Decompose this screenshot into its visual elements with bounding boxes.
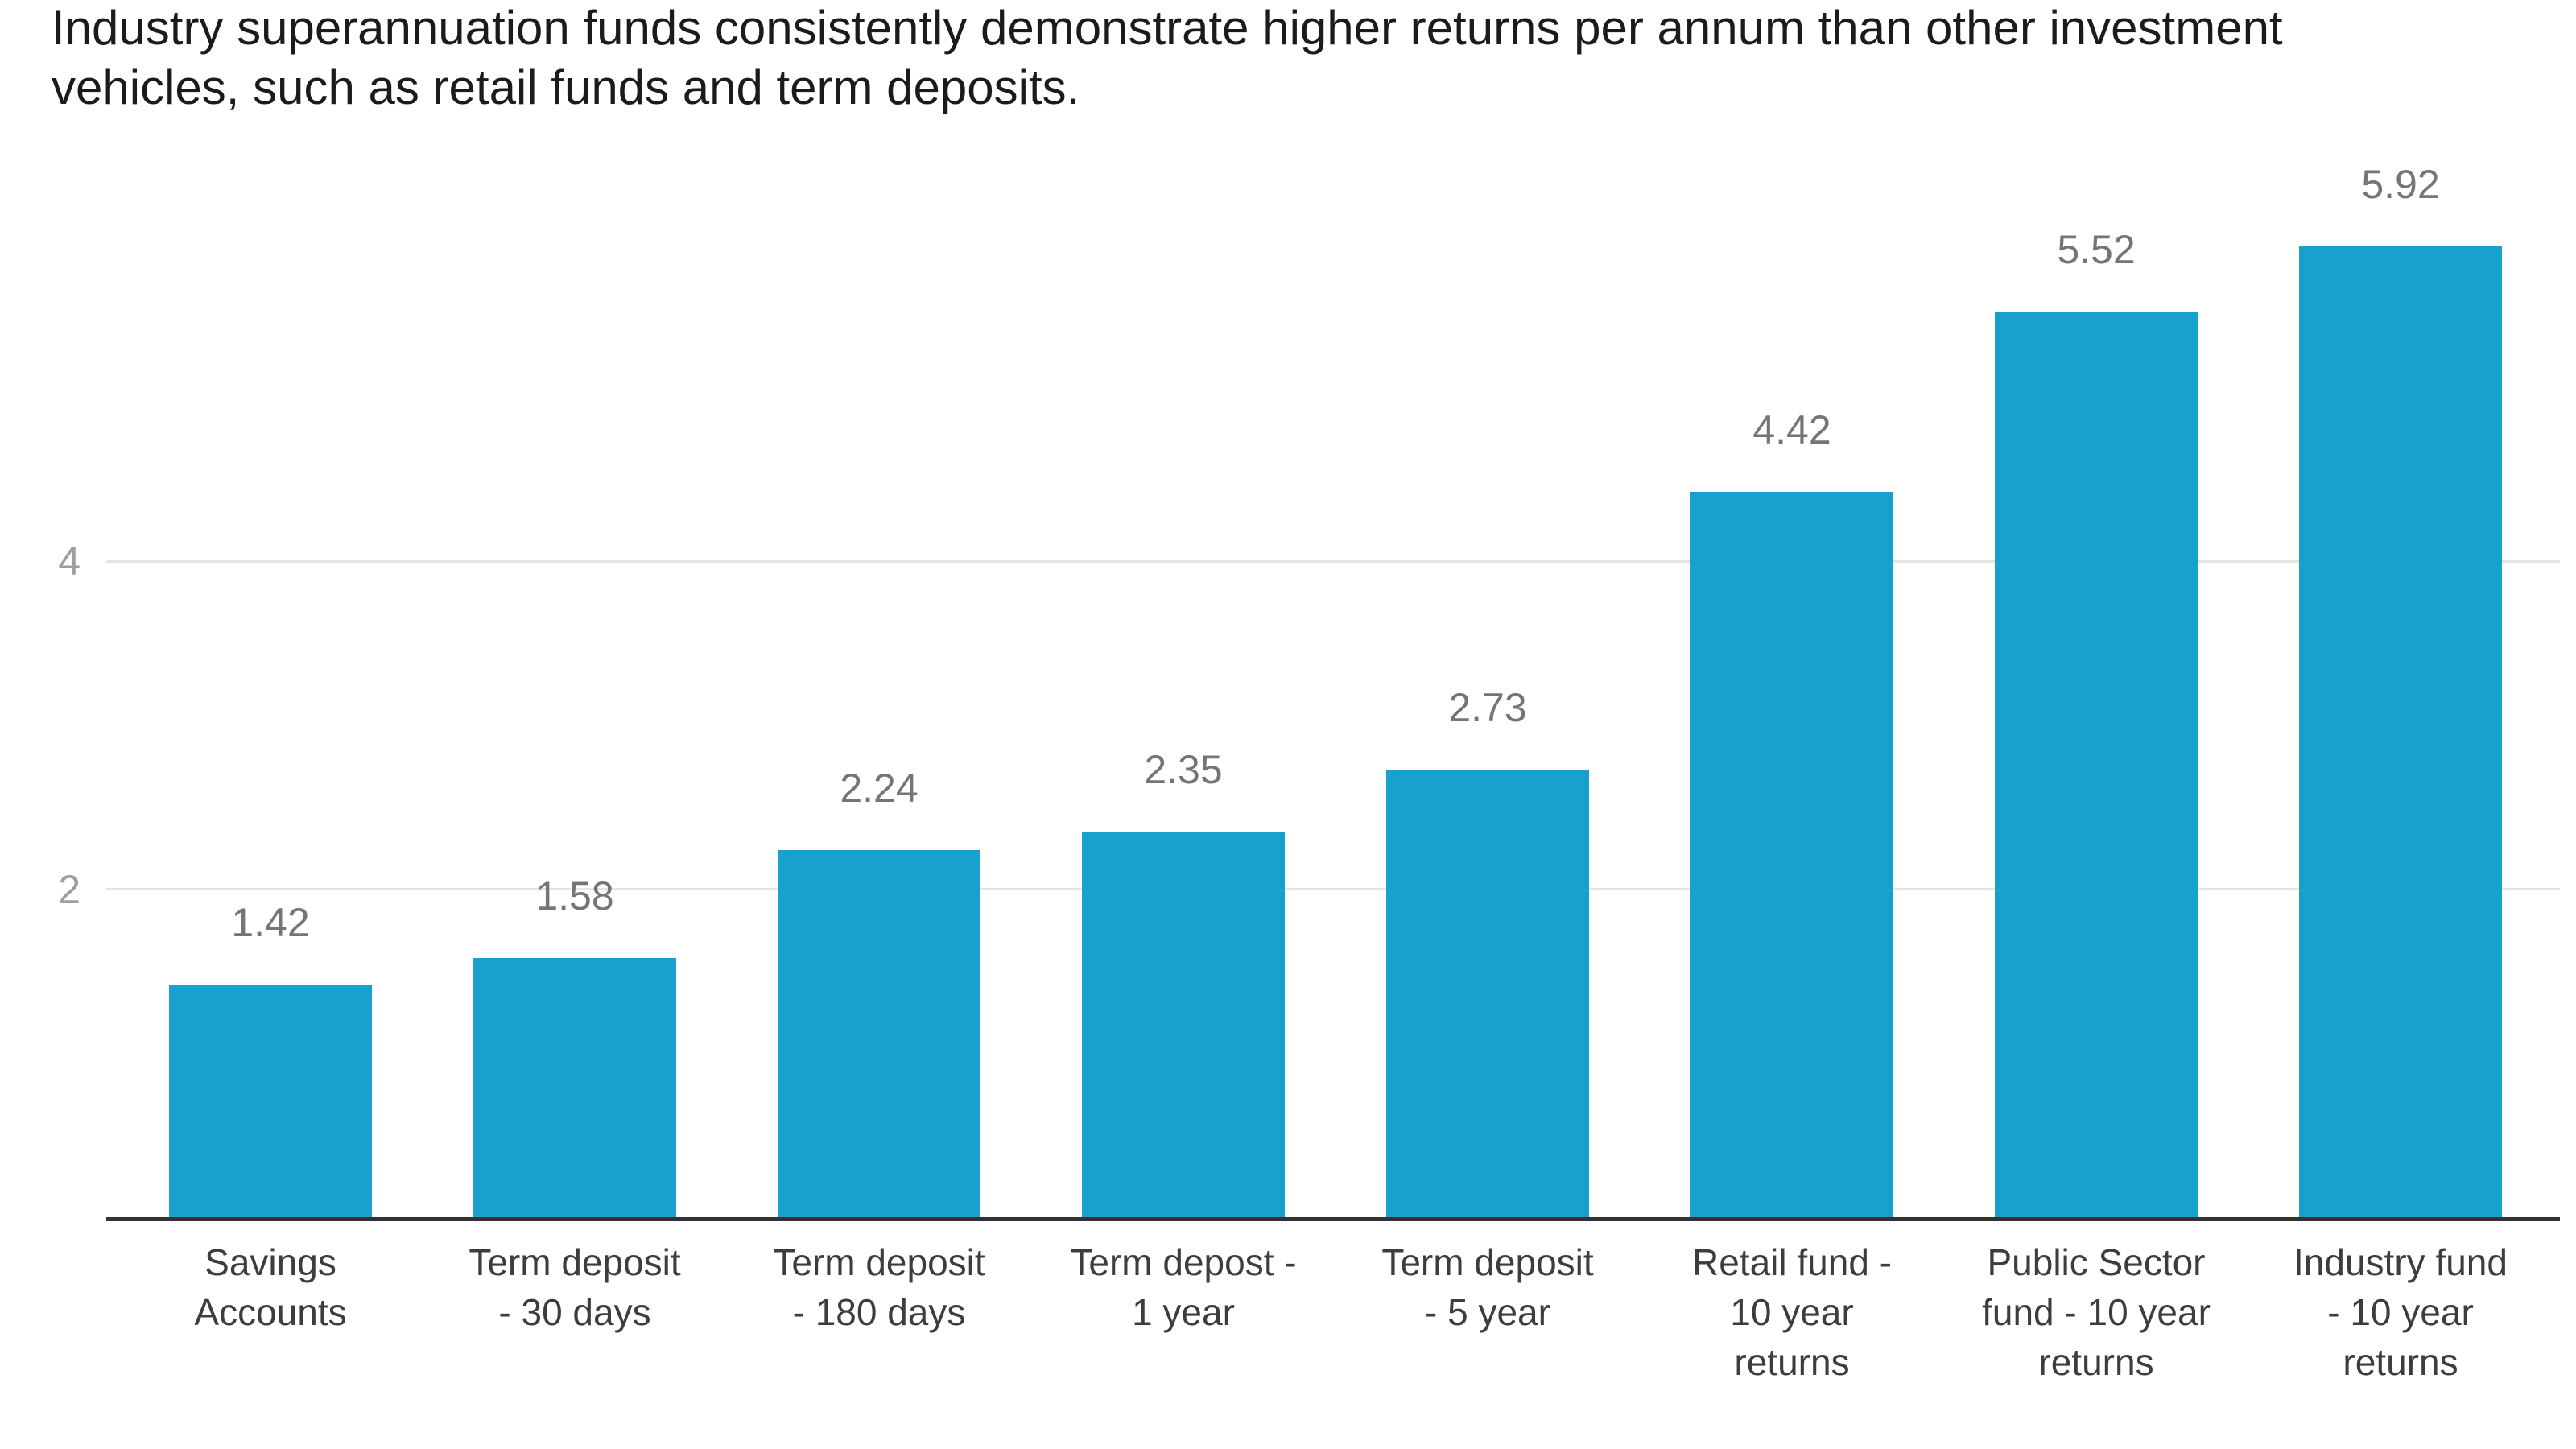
bar-value-label: 1.42	[231, 900, 310, 945]
bar-term-deposit-30-days	[473, 958, 676, 1217]
category-label-line: - 180 days	[792, 1291, 966, 1333]
x-axis-category-label: Industry fund - 10 year returns	[2248, 1237, 2553, 1387]
category-label-line: Term depost -	[1070, 1241, 1297, 1283]
category-label-line: - 5 year	[1425, 1291, 1550, 1333]
category-label-line: 1 year	[1132, 1291, 1235, 1333]
category-label-line: - 30 days	[498, 1291, 651, 1333]
category-label-line: returns	[2343, 1341, 2458, 1383]
bar-value-label: 4.42	[1752, 407, 1831, 452]
bar-public-sector-fund-10-year-returns	[1995, 312, 2198, 1217]
x-axis-category-label: Savings Accounts	[118, 1237, 423, 1337]
chart-title-line-2: vehicles, such as retail funds and term …	[52, 60, 1080, 114]
bar-value-label: 2.35	[1144, 747, 1223, 792]
category-label-line: Term deposit	[1381, 1241, 1594, 1283]
gridline-y-4	[106, 560, 2560, 563]
category-label-line: Savings	[204, 1241, 336, 1283]
y-axis-tick-label-4: 4	[58, 539, 80, 584]
category-label-line: - 10 year	[2327, 1291, 2474, 1333]
chart-title: Industry superannuation funds consistent…	[52, 0, 2283, 118]
x-axis-category-label: Term depost - 1 year	[1031, 1237, 1335, 1337]
bar-savings-accounts	[169, 985, 372, 1217]
category-label-line: Industry fund	[2293, 1241, 2508, 1283]
x-axis-category-label: Term deposit - 180 days	[727, 1237, 1031, 1337]
bar-value-label: 1.58	[535, 873, 614, 919]
y-axis-tick-label-2: 2	[58, 867, 80, 912]
category-label-line: Public Sector	[1987, 1241, 2206, 1283]
category-label-line: Term deposit	[773, 1241, 985, 1283]
bar-retail-fund-10-year-returns	[1690, 492, 1893, 1217]
category-label-line: Retail fund -	[1691, 1241, 1892, 1283]
category-label-line: 10 year	[1730, 1291, 1854, 1333]
bar-industry-fund-10-year-returns	[2299, 246, 2502, 1217]
category-label-line: Accounts	[194, 1291, 347, 1333]
x-axis-category-label: Term deposit - 30 days	[423, 1237, 727, 1337]
bar-term-deposit-5-year	[1386, 770, 1589, 1217]
bar-term-deposit-180-days	[778, 850, 980, 1217]
gridline-y-2	[106, 888, 2560, 890]
chart-title-line-1: Industry superannuation funds consistent…	[52, 1, 2283, 55]
x-axis-category-label: Term deposit - 5 year	[1335, 1237, 1640, 1337]
bar-value-label: 5.52	[2057, 227, 2136, 272]
bar-value-label: 2.24	[840, 766, 919, 811]
bar-term-depost-1-year	[1082, 832, 1285, 1217]
category-label-line: returns	[2038, 1341, 2154, 1383]
category-label-line: fund - 10 year	[1982, 1291, 2211, 1333]
category-label-line: returns	[1734, 1341, 1850, 1383]
x-axis-category-label: Public Sector fund - 10 year returns	[1944, 1237, 2248, 1387]
category-label-line: Term deposit	[469, 1241, 681, 1283]
x-axis-line	[106, 1217, 2560, 1221]
bar-value-label: 2.73	[1448, 685, 1527, 730]
bar-value-label: 5.92	[2361, 162, 2440, 207]
x-axis-category-label: Retail fund - 10 year returns	[1640, 1237, 1944, 1387]
